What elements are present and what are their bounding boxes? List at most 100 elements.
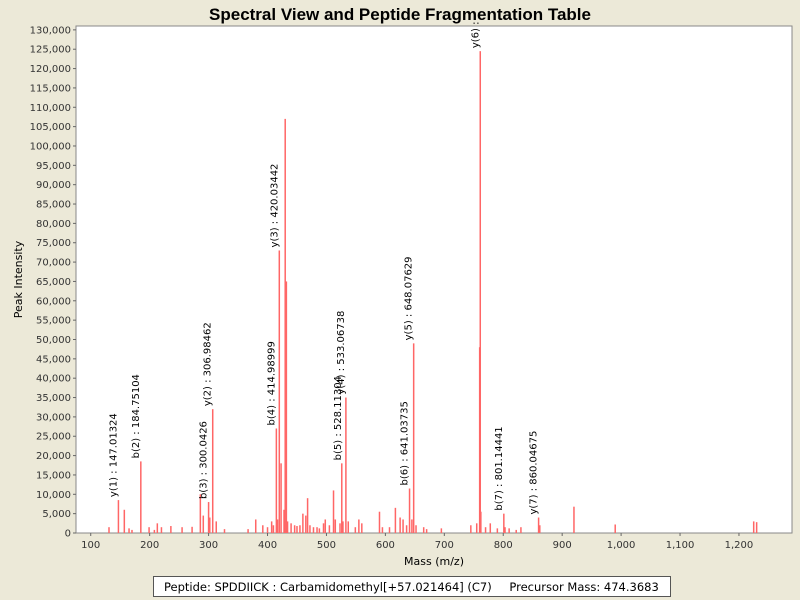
- peak-bar: [305, 515, 307, 533]
- peak-bar: [108, 527, 110, 533]
- peak-bar: [209, 517, 211, 533]
- peak-bar: [341, 463, 343, 533]
- peak-bar: [322, 523, 325, 533]
- peak-bar: [515, 529, 517, 533]
- y-tick-label: 115,000: [30, 83, 71, 94]
- x-tick-label: 1,200: [725, 540, 754, 551]
- peak-bar: [479, 51, 482, 533]
- annotations: y(1) : 147.01324 b(2) : 184.75104 b(3) : 3…: [108, 22, 539, 515]
- peak-bar: [399, 517, 401, 533]
- y-tick-label: 5,000: [42, 509, 71, 520]
- peak-bar: [484, 527, 487, 533]
- peak-bar: [755, 522, 758, 533]
- peak-bar: [262, 525, 264, 533]
- y-tick-label: 60,000: [36, 296, 71, 307]
- x-tick-label: 500: [317, 540, 336, 551]
- x-tick-label: 300: [199, 540, 218, 551]
- peak-bar: [388, 527, 391, 533]
- peak-bar: [347, 521, 350, 533]
- peak-annotation: b(6) : 641.03735: [400, 401, 411, 485]
- y-tick-label: 65,000: [36, 277, 71, 288]
- x-tick-label: 1,000: [607, 540, 636, 551]
- peak-bar: [422, 527, 425, 533]
- peak-bar: [394, 507, 397, 533]
- peak-bar: [276, 519, 279, 533]
- peak-bar: [290, 523, 292, 533]
- peak-bar: [309, 525, 311, 533]
- peak-bar: [440, 528, 443, 533]
- peak-bar: [496, 528, 499, 533]
- y-tick-label: 80,000: [36, 219, 71, 230]
- peak-bar: [160, 527, 163, 533]
- peak-bar: [202, 515, 205, 533]
- peak-bar: [191, 526, 193, 533]
- peak-bar: [752, 521, 755, 533]
- peak-bar: [339, 523, 341, 533]
- peak-bar: [285, 281, 288, 533]
- peak-annotation: y(3) : 420.03442: [269, 164, 280, 248]
- x-tick-label: 400: [258, 540, 277, 551]
- peak-bar: [270, 521, 273, 533]
- peak-bar: [332, 490, 335, 533]
- peak-bar: [140, 461, 142, 533]
- peak-bar: [573, 506, 575, 533]
- x-axis: 100 200 300 400 500 600 700 800 900 1,000 1,100 1,2…: [81, 533, 753, 551]
- peak-annotation: y(2) : 306.98462: [203, 322, 214, 406]
- peak-bar: [207, 502, 210, 533]
- peptide-label: Peptide: SPDDIICK : Carbamidomethyl[+57.…: [164, 580, 492, 594]
- peak-annotation: b(7) : 801.14441: [494, 426, 505, 510]
- peak-annotation: y(1) : 147.01324: [108, 413, 119, 497]
- peak-bar: [181, 527, 183, 533]
- y-tick-label: 55,000: [36, 316, 71, 327]
- peak-bar: [503, 513, 505, 533]
- peak-bar: [405, 525, 408, 533]
- peaks-series: [108, 51, 758, 534]
- y-tick-label: 120,000: [30, 64, 71, 75]
- peak-bar: [275, 428, 278, 533]
- peak-bar: [345, 397, 347, 533]
- peak-bar: [199, 494, 202, 533]
- x-tick-label: 100: [81, 540, 100, 551]
- y-tick-label: 0: [65, 529, 71, 540]
- y-tick-label: 15,000: [36, 470, 71, 481]
- peak-bar: [539, 525, 541, 533]
- peak-bar: [489, 523, 492, 533]
- y-tick-label: 30,000: [36, 412, 71, 423]
- peak-bar: [328, 525, 331, 533]
- y-tick-label: 35,000: [36, 393, 71, 404]
- peak-bar: [299, 525, 301, 533]
- x-tick-label: 200: [140, 540, 159, 551]
- y-tick-label: 70,000: [36, 258, 71, 269]
- peak-bar: [614, 524, 616, 533]
- peptide-info-box: Peptide: SPDDIICK : Carbamidomethyl[+57.…: [153, 576, 671, 597]
- x-tick-label: 700: [435, 540, 454, 551]
- peak-annotation: y(4) : 533.06738: [336, 311, 347, 395]
- peak-bar: [128, 528, 130, 533]
- y-tick-label: 125,000: [30, 45, 71, 56]
- peak-bar: [272, 525, 275, 533]
- peak-bar: [302, 513, 304, 533]
- peak-bar: [117, 500, 120, 533]
- peak-bar: [520, 527, 522, 533]
- peak-bar: [411, 519, 413, 533]
- x-tick-label: 900: [553, 540, 572, 551]
- y-tick-label: 20,000: [36, 451, 71, 462]
- peak-bar: [278, 250, 281, 534]
- peak-bar: [470, 525, 472, 533]
- peak-annotation: b(5) : 528.11304: [333, 376, 344, 460]
- peak-bar: [283, 509, 285, 533]
- y-tick-label: 50,000: [36, 335, 71, 346]
- x-tick-label: 800: [494, 540, 513, 551]
- y-tick-label: 85,000: [36, 200, 71, 211]
- precursor-mass-label: Precursor Mass: 474.3683: [509, 580, 659, 594]
- peak-bar: [425, 529, 428, 533]
- peak-bar: [170, 526, 172, 533]
- peak-bar: [361, 523, 363, 533]
- peak-bar: [286, 521, 289, 533]
- y-axis-label: Peak Intensity: [12, 240, 25, 318]
- peak-bar: [358, 519, 360, 533]
- peak-bar: [408, 488, 411, 533]
- peak-bar: [504, 527, 506, 533]
- x-tick-label: 1,100: [666, 540, 695, 551]
- peak-bar: [475, 523, 478, 533]
